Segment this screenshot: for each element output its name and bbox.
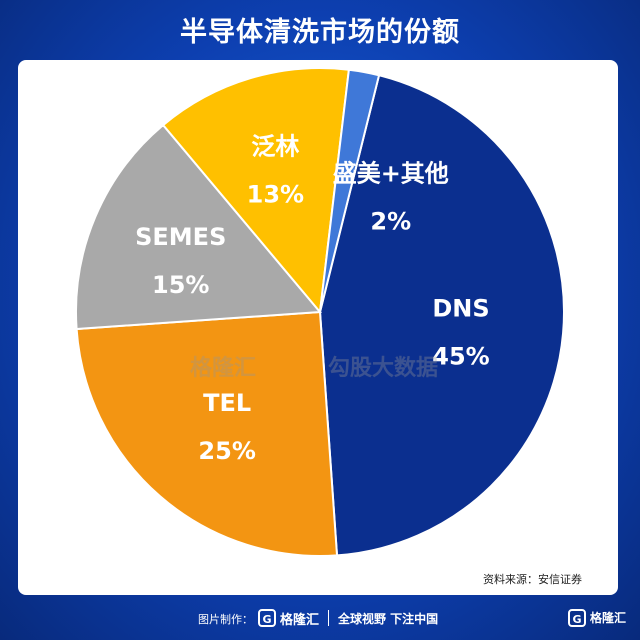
slice-value-label: 15%: [152, 271, 209, 299]
slice-value-label: 2%: [370, 207, 411, 235]
footer-label: 图片制作：: [198, 613, 253, 626]
pie-chart: DNS 45% TEL 25% SEMES 15% 泛林 13% 盛美+其他 2%: [75, 67, 565, 557]
slice-name-label: 泛林: [251, 132, 299, 160]
footer-divider: [328, 610, 329, 626]
source-note: 资料来源：安信证券: [483, 573, 582, 586]
footer-brand: 格隆汇: [280, 613, 320, 628]
chart-card: DNS 45% TEL 25% SEMES 15% 泛林 13% 盛美+其他 2% 格隆汇 勾股大…: [18, 60, 618, 595]
pie-slice-1: [75, 310, 339, 557]
pie-slice-3: [161, 67, 351, 315]
pie-slice-2: [75, 123, 323, 331]
slice-name-label: TEL: [203, 389, 251, 417]
watermark-left: 格隆汇: [190, 356, 257, 381]
slice-value-label: 25%: [198, 437, 255, 465]
pie-slice-0: [318, 74, 565, 557]
slice-name-label: SEMES: [135, 223, 226, 251]
corner-logo-icon: G: [568, 609, 586, 627]
slice-value-label: 13%: [247, 180, 304, 208]
footer: 图片制作： G 格隆汇 全球视野 下注中国 G 格隆汇: [0, 603, 640, 633]
slice-name-label: 盛美+其他: [333, 159, 449, 187]
brand-logo-icon: G: [258, 609, 276, 627]
corner-brand: 格隆汇: [590, 611, 627, 625]
footer-slogan: 全球视野 下注中国: [338, 612, 439, 626]
pie-slice-4: [319, 68, 381, 313]
watermark-right: 勾股大数据: [328, 356, 439, 381]
page-title: 半导体清洗市场的份额: [180, 17, 460, 48]
slice-name-label: DNS: [432, 294, 489, 322]
slice-value-label: 45%: [432, 342, 489, 370]
